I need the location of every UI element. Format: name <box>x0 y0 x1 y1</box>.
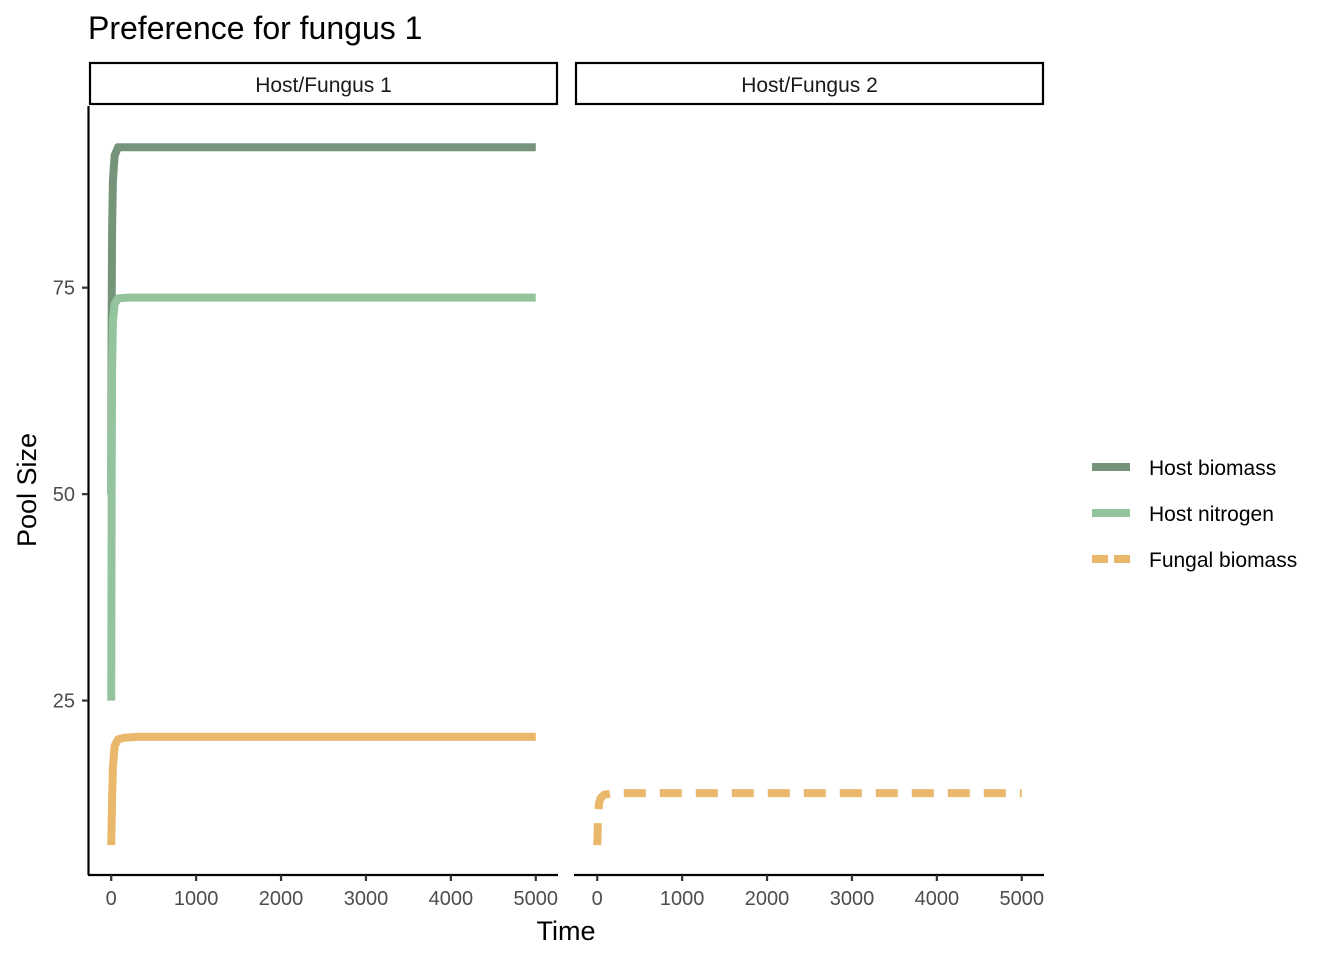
facet-strip-1 <box>88 61 559 106</box>
x-tick-label-facet-2: 4000 <box>915 888 960 910</box>
legend-label: Host biomass <box>1149 457 1276 480</box>
series-line-facet-1-host-nitrogen <box>107 293 536 701</box>
x-tick-label-facet-1: 5000 <box>514 888 559 910</box>
x-tick-label-facet-2: 5000 <box>1000 888 1045 910</box>
x-tick-label-facet-1: 2000 <box>259 888 304 910</box>
y-tick-label: 25 <box>53 691 75 713</box>
x-tick-label-facet-2: 2000 <box>745 888 790 910</box>
x-axis-title: Time <box>537 916 596 946</box>
x-tick-label-facet-1: 0 <box>106 888 117 910</box>
y-tick-label: 75 <box>53 278 75 300</box>
series-line-facet-1-host-biomass <box>107 143 536 495</box>
y-axis-title: Pool Size <box>12 433 42 547</box>
series-line-facet-1-fungal-biomass <box>107 732 536 846</box>
series-line-facet-2-fungal-biomass <box>593 789 1022 846</box>
facet-label-2: Host/Fungus 2 <box>741 74 878 97</box>
x-tick-label-facet-1: 1000 <box>174 888 219 910</box>
x-tick-label-facet-1: 3000 <box>344 888 389 910</box>
legend: Host biomass Host nitrogen Fungal biomass <box>1092 457 1297 572</box>
x-tick-label-facet-2: 1000 <box>660 888 705 910</box>
legend-label: Fungal biomass <box>1149 549 1297 572</box>
facet-label-1: Host/Fungus 1 <box>255 74 392 97</box>
y-tick-label: 50 <box>53 484 75 506</box>
chart-title: Preference for fungus 1 <box>88 10 422 46</box>
facet-strip-2 <box>574 61 1045 106</box>
legend-label: Host nitrogen <box>1149 503 1274 526</box>
x-tick-label-facet-2: 0 <box>592 888 603 910</box>
x-tick-label-facet-1: 4000 <box>429 888 474 910</box>
x-tick-label-facet-2: 3000 <box>830 888 875 910</box>
